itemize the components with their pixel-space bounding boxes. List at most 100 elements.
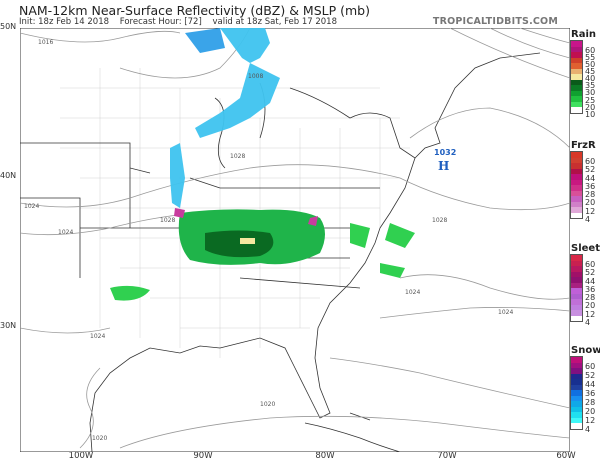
legend-tick-label: 20 xyxy=(585,198,596,208)
legend-rain: Rain 60 55 50 45 40 35 30 25 20 10 xyxy=(570,29,600,119)
colorbar-swatch xyxy=(571,190,582,196)
colorbar-swatch xyxy=(571,304,582,310)
colorbar-swatch xyxy=(571,85,582,91)
colorbar-swatch xyxy=(571,101,582,107)
legend-tick-label: 52 xyxy=(585,165,596,175)
legend-tick-label: 50 xyxy=(585,59,596,69)
legend-sleet: Sleet 60 52 44 36 28 20 12 4 xyxy=(570,243,600,327)
legend-tick-label: 60 xyxy=(585,362,596,372)
map-title: NAM-12km Near-Surface Reflectivity (dBZ)… xyxy=(19,3,370,18)
map-subtitle: Init: 18z Feb 14 2018 Forecast Hour: [72… xyxy=(19,17,345,27)
legend-tick-label: 25 xyxy=(585,95,596,105)
colorbar-swatch xyxy=(571,168,582,174)
isobar-label: 1020 xyxy=(260,401,275,408)
isobar-label: 1024 xyxy=(405,289,420,296)
legend-tick-label: 12 xyxy=(585,206,596,216)
init-time: Init: 18z Feb 14 2018 xyxy=(19,17,110,27)
legend-tick-label: 60 xyxy=(585,45,596,55)
colorbar-swatch xyxy=(571,401,582,407)
colorbar-swatch xyxy=(571,174,582,180)
colorbar xyxy=(570,254,583,322)
legend-tick-label: 44 xyxy=(585,276,596,286)
lat-label: 40N xyxy=(0,171,17,180)
colorbar-swatch xyxy=(571,107,582,113)
colorbar-swatch xyxy=(571,288,582,294)
colorbar-swatch xyxy=(571,379,582,385)
county-borders xyxy=(60,68,410,358)
colorbar-swatch xyxy=(571,362,582,368)
colorbar-swatch xyxy=(571,179,582,185)
legend-tick-label: 28 xyxy=(585,190,596,200)
legend-tick-label: 12 xyxy=(585,309,596,319)
legend-tick-label: 55 xyxy=(585,52,596,62)
legend-tick-label: 36 xyxy=(585,284,596,294)
legend-tick-label: 20 xyxy=(585,102,596,112)
legend-tick-label: 28 xyxy=(585,398,596,408)
brand-watermark: TROPICALTIDBITS.COM xyxy=(432,16,558,27)
colorbar-swatch xyxy=(571,373,582,379)
colorbar-swatch xyxy=(571,293,582,299)
isobar-label: 1008 xyxy=(248,73,263,80)
legend-title: Snow xyxy=(571,345,600,356)
colorbar-swatch xyxy=(571,201,582,207)
colorbar-swatch xyxy=(571,417,582,423)
colorbar-swatch xyxy=(571,96,582,102)
isobar-label: 1024 xyxy=(58,229,73,236)
mixed-precip xyxy=(174,208,318,226)
colorbar-swatch xyxy=(571,255,582,261)
lat-label: 30N xyxy=(0,321,17,330)
legend-tick-label: 44 xyxy=(585,173,596,183)
colorbar-swatch xyxy=(571,207,582,213)
legend-tick-label: 4 xyxy=(585,214,591,224)
legend-title: Rain xyxy=(571,29,596,40)
colorbar-swatch xyxy=(571,368,582,374)
legend-title: Sleet xyxy=(571,243,600,254)
lon-label: 60W xyxy=(556,451,576,461)
colorbar-swatch xyxy=(571,406,582,412)
colorbar-swatch xyxy=(571,90,582,96)
isobar-label: 1024 xyxy=(498,309,513,316)
lon-label: 100W xyxy=(68,451,94,461)
isobar-label: 1028 xyxy=(160,217,175,224)
colorbar-swatch xyxy=(571,357,582,363)
colorbar-swatch xyxy=(571,57,582,63)
forecast-hour: Forecast Hour: [72] xyxy=(119,17,202,27)
isobar-label: 1024 xyxy=(90,333,105,340)
colorbar-swatch xyxy=(571,299,582,305)
legend-tick-label: 45 xyxy=(585,67,596,77)
colorbar-swatch xyxy=(571,63,582,69)
colorbar-swatch xyxy=(571,282,582,288)
colorbar-swatch xyxy=(571,315,582,321)
colorbar xyxy=(570,151,583,219)
colorbar-swatch xyxy=(571,277,582,283)
lon-label: 90W xyxy=(193,451,213,461)
legend-tick-label: 12 xyxy=(585,416,596,426)
colorbar-swatch xyxy=(571,271,582,277)
legend-tick-label: 10 xyxy=(585,109,596,119)
legend-tick-label: 60 xyxy=(585,260,596,270)
lat-label: 50N xyxy=(0,22,17,31)
high-pressure-value: 1032 xyxy=(434,148,456,157)
colorbar-swatch xyxy=(571,390,582,396)
colorbar-swatch xyxy=(571,412,582,418)
legend-tick-label: 35 xyxy=(585,81,596,91)
rain-precip xyxy=(110,209,415,301)
legend-tick-label: 40 xyxy=(585,74,596,84)
colorbar-swatch xyxy=(571,260,582,266)
legend-tick-label: 4 xyxy=(585,317,591,327)
valid-time: valid at 18z Sat, Feb 17 2018 xyxy=(212,17,337,27)
legend-tick-label: 20 xyxy=(585,301,596,311)
legend-tick-label: 28 xyxy=(585,293,596,303)
colorbar-swatch xyxy=(571,196,582,202)
colorbar-swatch xyxy=(571,79,582,85)
legend-tick-label: 52 xyxy=(585,371,596,381)
legend-frzr: FrzR 60 52 44 36 28 20 12 4 xyxy=(570,140,600,224)
isobar-label: 1016 xyxy=(38,39,53,46)
colorbar-swatch xyxy=(571,185,582,191)
colorbar-swatch xyxy=(571,46,582,52)
weather-map: 1016 1008 1028 1024 1024 1028 1028 1024 … xyxy=(20,28,570,452)
legend-tick-label: 52 xyxy=(585,268,596,278)
isobar-label: 1028 xyxy=(230,153,245,160)
colorbar xyxy=(570,40,583,114)
legend-tick-label: 30 xyxy=(585,88,596,98)
